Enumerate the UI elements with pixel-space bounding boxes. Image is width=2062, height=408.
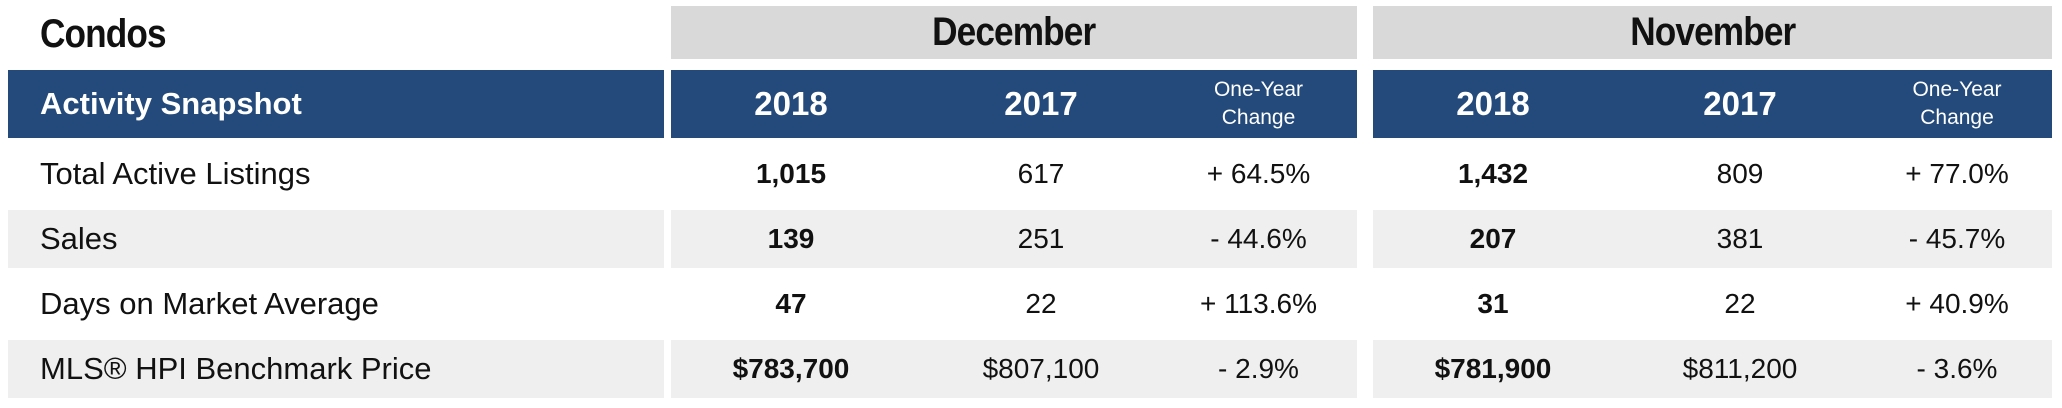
nov-2017-value: 22 bbox=[1724, 288, 1756, 319]
snapshot-label: Activity Snapshot bbox=[40, 86, 302, 121]
row-label-days-on-market: Days on Market Average bbox=[40, 286, 379, 321]
change-line-2: Change bbox=[1920, 106, 1994, 129]
activity-snapshot-header: Activity Snapshot bbox=[8, 70, 664, 138]
dec-year-prior: 2017 bbox=[1004, 85, 1078, 122]
month-name: December bbox=[932, 10, 1096, 54]
dec-row-stripe bbox=[671, 340, 1357, 398]
dec-change-value: + 113.6% bbox=[1199, 288, 1318, 319]
nov-change-value: - 45.7% bbox=[1908, 223, 2006, 254]
nov-year-current: 2018 bbox=[1456, 85, 1530, 122]
nov-row-stripe bbox=[1373, 210, 2052, 268]
dec-change-value: - 2.9% bbox=[1218, 353, 1299, 384]
dec-2017-value: $807,100 bbox=[982, 353, 1100, 384]
dec-row-stripe bbox=[671, 210, 1357, 268]
dec-year-current: 2018 bbox=[754, 85, 828, 122]
change-line-1: One-Year bbox=[1213, 78, 1304, 101]
dec-change-header: One-Year Change bbox=[1160, 70, 1357, 138]
dec-2018-value: 139 bbox=[767, 223, 815, 254]
dec-2018-value: 47 bbox=[775, 288, 807, 319]
nov-2017-value: 381 bbox=[1716, 223, 1764, 254]
dec-change-value: + 64.5% bbox=[1206, 158, 1311, 189]
nov-year-prior: 2017 bbox=[1703, 85, 1777, 122]
nov-change-value: + 77.0% bbox=[1905, 158, 2009, 189]
november-column-headers bbox=[1373, 70, 2052, 138]
nov-2017-value: 809 bbox=[1716, 158, 1764, 189]
nov-2017-value: $811,200 bbox=[1682, 353, 1798, 384]
month-name: November bbox=[1629, 10, 1796, 54]
dec-2018-value: $783,700 bbox=[732, 353, 850, 384]
dec-2017-value: 251 bbox=[1017, 223, 1065, 254]
nov-2018-value: 31 bbox=[1477, 288, 1509, 319]
change-line-1: One-Year bbox=[1912, 78, 2002, 101]
month-header-december: December bbox=[671, 6, 1357, 59]
december-column-headers bbox=[671, 70, 1357, 138]
row-label-total-active-listings: Total Active Listings bbox=[40, 156, 311, 191]
change-line-2: Change bbox=[1221, 106, 1296, 129]
page-title: Condos bbox=[40, 6, 640, 62]
nov-2018-value: 1,432 bbox=[1457, 158, 1529, 189]
month-header-november: November bbox=[1373, 6, 2052, 59]
nov-change-value: - 3.6% bbox=[1916, 353, 1998, 384]
dec-2018-value: 1,015 bbox=[755, 158, 827, 189]
row-label-mls-hpi-benchmark-price: MLS® HPI Benchmark Price bbox=[8, 340, 664, 398]
dec-2017-value: 617 bbox=[1017, 158, 1065, 189]
nov-2018-value: $781,900 bbox=[1434, 353, 1552, 384]
dec-2017-value: 22 bbox=[1025, 288, 1057, 319]
row-label-sales: Sales bbox=[8, 210, 664, 268]
nov-2018-value: 207 bbox=[1469, 223, 1517, 254]
nov-change-value: + 40.9% bbox=[1905, 288, 2009, 319]
nov-change-header: One-Year Change bbox=[1862, 70, 2052, 138]
title-text: Condos bbox=[40, 11, 167, 56]
dec-change-value: - 44.6% bbox=[1210, 223, 1307, 254]
nov-row-stripe bbox=[1373, 340, 2052, 398]
